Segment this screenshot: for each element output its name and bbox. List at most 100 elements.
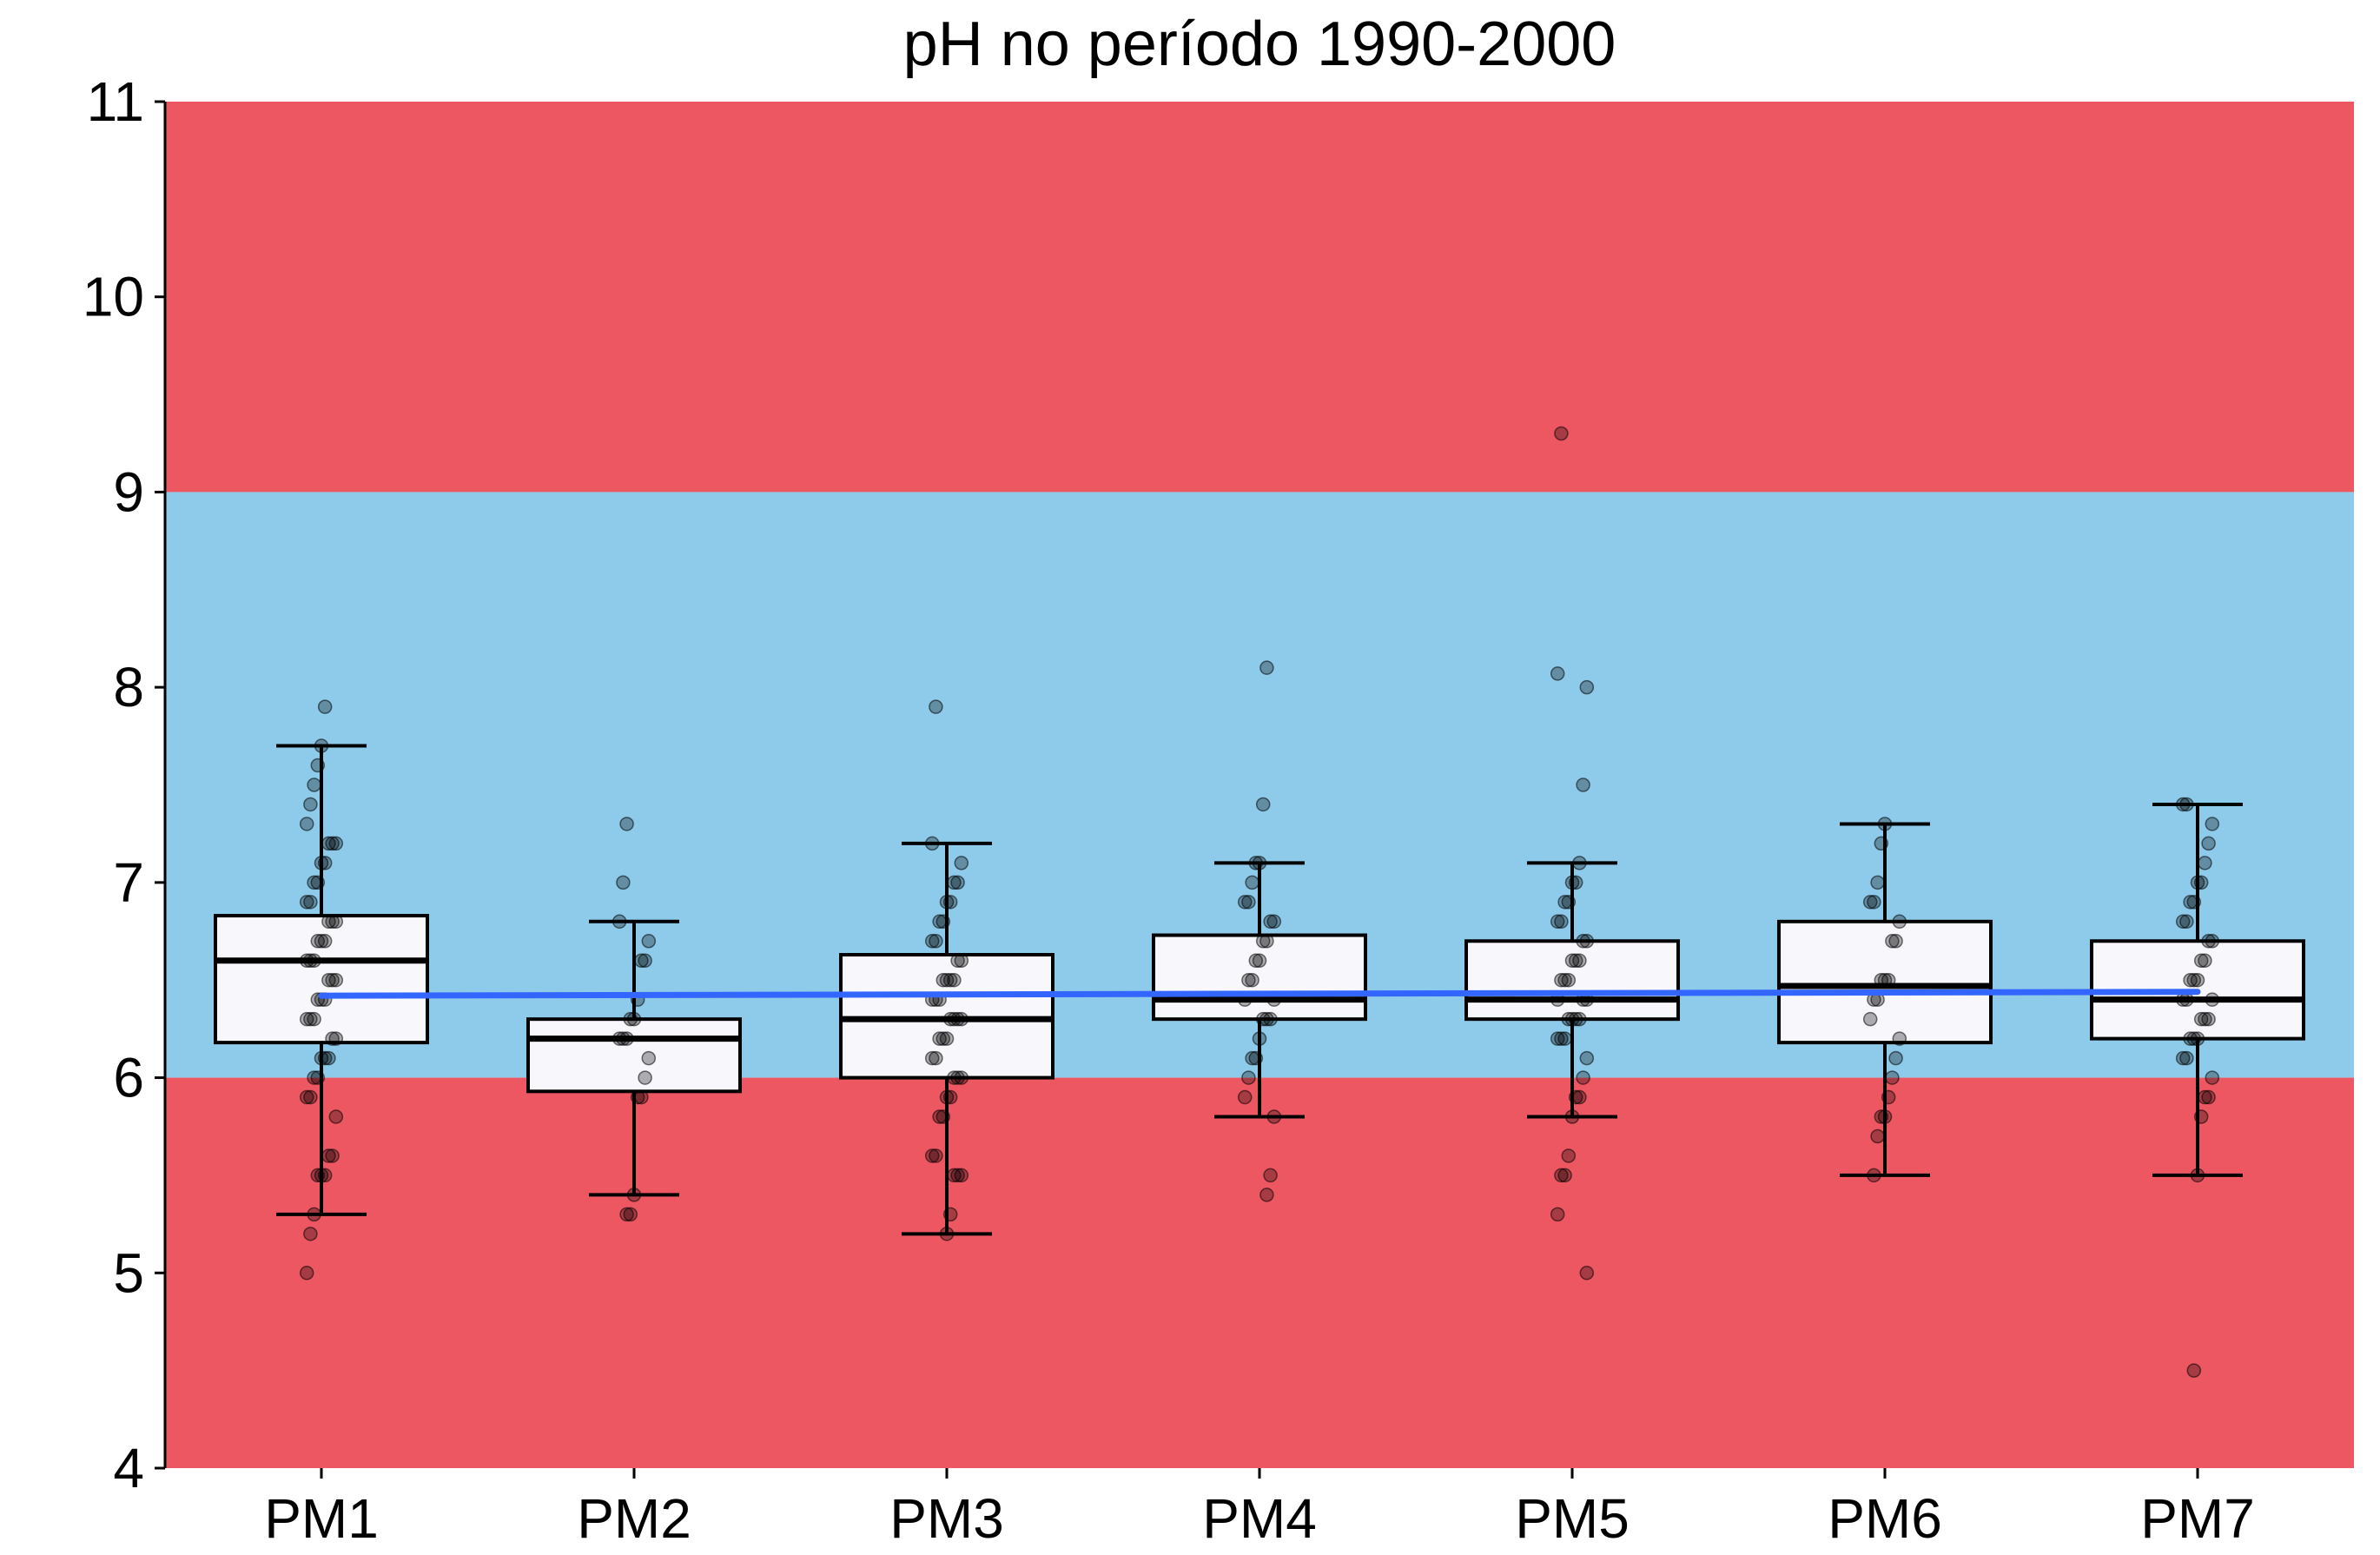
data-point — [307, 953, 321, 968]
data-point — [1550, 1207, 1565, 1222]
data-point — [1255, 1011, 1271, 1027]
data-point — [1572, 1089, 1587, 1105]
data-point — [1550, 914, 1565, 930]
data-point — [954, 1011, 969, 1027]
data-point — [932, 914, 947, 930]
data-point — [1263, 914, 1278, 930]
data-point — [939, 1031, 955, 1046]
data-point — [1237, 895, 1253, 910]
data-point — [325, 1031, 340, 1046]
data-point — [325, 1148, 340, 1163]
range-band-0 — [165, 102, 2354, 493]
data-point — [1554, 972, 1569, 988]
data-point — [947, 1011, 962, 1027]
box-iqr — [1152, 933, 1367, 1022]
data-point — [299, 1266, 314, 1280]
data-point — [1874, 1109, 1889, 1124]
data-point — [1874, 972, 1889, 988]
data-point — [612, 914, 627, 930]
data-point — [924, 836, 940, 851]
data-point — [317, 934, 333, 949]
data-point — [321, 1148, 336, 1163]
data-point — [947, 972, 962, 988]
x-tick-label: PM7 — [2140, 1487, 2255, 1550]
data-point — [1888, 934, 1903, 949]
data-point — [2183, 972, 2198, 988]
box-iqr — [214, 914, 429, 1045]
data-point — [1877, 817, 1893, 831]
data-point — [1266, 1109, 1282, 1124]
data-point — [1252, 1031, 1267, 1046]
data-point — [924, 1050, 940, 1066]
data-point — [942, 972, 958, 988]
data-point — [303, 797, 318, 812]
data-point — [1564, 1109, 1580, 1124]
data-point — [2205, 1070, 2220, 1085]
x-tick-label: PM5 — [1515, 1487, 1630, 1550]
data-point — [1572, 856, 1587, 870]
y-tick-label: 11 — [87, 70, 144, 133]
data-point — [1550, 666, 1565, 681]
data-point — [303, 1011, 318, 1027]
data-point — [942, 1207, 958, 1222]
data-point — [619, 817, 634, 831]
data-point — [935, 1031, 951, 1046]
data-point — [2205, 934, 2220, 949]
data-point — [2201, 934, 2216, 949]
data-point — [935, 1109, 951, 1124]
data-point — [1245, 972, 1259, 988]
boxplot-pm4 — [1152, 861, 1367, 1119]
data-point — [2175, 914, 2191, 930]
data-point — [307, 1070, 321, 1085]
x-tick-label: PM1 — [264, 1487, 379, 1550]
data-point — [638, 1070, 652, 1085]
data-point — [2183, 1031, 2198, 1046]
data-point — [317, 1168, 333, 1183]
data-point — [2198, 953, 2212, 968]
data-point — [1554, 1031, 1569, 1046]
data-point — [2190, 1168, 2205, 1183]
data-point — [325, 914, 340, 930]
data-point — [634, 1089, 649, 1105]
data-point — [1579, 1266, 1595, 1280]
data-point — [1554, 1168, 1569, 1183]
x-axis-ticks: PM1 PM2 PM3 PM4 PM5 PM6 PM7 — [264, 1468, 2255, 1550]
data-point — [314, 1050, 329, 1066]
data-point — [2183, 895, 2198, 910]
data-point — [1892, 1031, 1907, 1046]
data-point — [1561, 1011, 1577, 1027]
data-point — [641, 1050, 657, 1066]
data-point — [299, 1089, 314, 1105]
y-tick-label: 6 — [113, 1047, 144, 1109]
data-point — [939, 1089, 955, 1105]
data-point — [321, 972, 336, 988]
data-point — [626, 1188, 642, 1202]
data-point — [1237, 1089, 1253, 1105]
data-point — [307, 875, 321, 890]
data-point — [321, 836, 336, 851]
data-point — [954, 1070, 969, 1085]
data-point — [1557, 895, 1572, 910]
data-point — [1255, 934, 1271, 949]
data-point — [1241, 895, 1256, 910]
data-point — [924, 934, 940, 949]
data-point — [1255, 797, 1271, 812]
data-point — [950, 953, 965, 968]
data-point — [1888, 1050, 1903, 1066]
data-point — [310, 758, 326, 773]
data-point — [1259, 1011, 1274, 1027]
data-point — [939, 972, 955, 988]
data-point — [954, 1168, 969, 1183]
data-point — [616, 1031, 631, 1046]
data-point — [950, 1168, 965, 1183]
data-point — [935, 972, 951, 988]
data-point — [1554, 914, 1569, 930]
data-point — [303, 953, 318, 968]
data-point — [1885, 934, 1900, 949]
data-point — [2175, 1050, 2191, 1066]
data-point — [328, 972, 344, 988]
data-point — [2179, 914, 2194, 930]
data-point — [1248, 953, 1264, 968]
data-point — [314, 738, 329, 753]
